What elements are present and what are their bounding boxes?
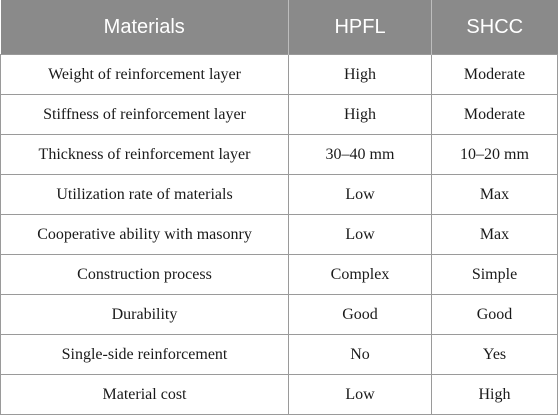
header-materials: Materials — [0, 0, 289, 55]
table-row: Weight of reinforcement layer High Moder… — [0, 54, 558, 95]
hpfl-cell: High — [288, 94, 432, 135]
table-row: Utilization rate of materials Low Max — [0, 174, 558, 215]
material-cell: Material cost — [0, 374, 289, 415]
header-shcc: SHCC — [431, 0, 558, 55]
material-cell: Weight of reinforcement layer — [0, 54, 289, 95]
material-cell: Single-side reinforcement — [0, 334, 289, 375]
hpfl-cell: No — [288, 334, 432, 375]
shcc-cell: Yes — [431, 334, 558, 375]
hpfl-cell: Low — [288, 174, 432, 215]
material-cell: Cooperative ability with masonry — [0, 214, 289, 255]
hpfl-cell: Complex — [288, 254, 432, 295]
material-cell: Thickness of reinforcement layer — [0, 134, 289, 175]
shcc-cell: Simple — [431, 254, 558, 295]
hpfl-cell: High — [288, 54, 432, 95]
table-row: Construction process Complex Simple — [0, 254, 558, 295]
shcc-cell: Moderate — [431, 54, 558, 95]
table-row: Cooperative ability with masonry Low Max — [0, 214, 558, 255]
table-row: Durability Good Good — [0, 294, 558, 335]
table-body: Weight of reinforcement layer High Moder… — [0, 54, 558, 415]
shcc-cell: Max — [431, 174, 558, 215]
table-header: Materials HPFL SHCC — [0, 0, 558, 55]
material-cell: Utilization rate of materials — [0, 174, 289, 215]
shcc-cell: Max — [431, 214, 558, 255]
hpfl-cell: 30–40 mm — [288, 134, 432, 175]
hpfl-cell: Good — [288, 294, 432, 335]
material-cell: Construction process — [0, 254, 289, 295]
table-row: Thickness of reinforcement layer 30–40 m… — [0, 134, 558, 175]
material-cell: Durability — [0, 294, 289, 335]
header-row: Materials HPFL SHCC — [0, 0, 558, 55]
shcc-cell: 10–20 mm — [431, 134, 558, 175]
table-row: Single-side reinforcement No Yes — [0, 334, 558, 375]
hpfl-cell: Low — [288, 374, 432, 415]
shcc-cell: Moderate — [431, 94, 558, 135]
header-hpfl: HPFL — [288, 0, 432, 55]
hpfl-cell: Low — [288, 214, 432, 255]
material-cell: Stiffness of reinforcement layer — [0, 94, 289, 135]
shcc-cell: Good — [431, 294, 558, 335]
table-row: Material cost Low High — [0, 374, 558, 415]
shcc-cell: High — [431, 374, 558, 415]
table-row: Stiffness of reinforcement layer High Mo… — [0, 94, 558, 135]
